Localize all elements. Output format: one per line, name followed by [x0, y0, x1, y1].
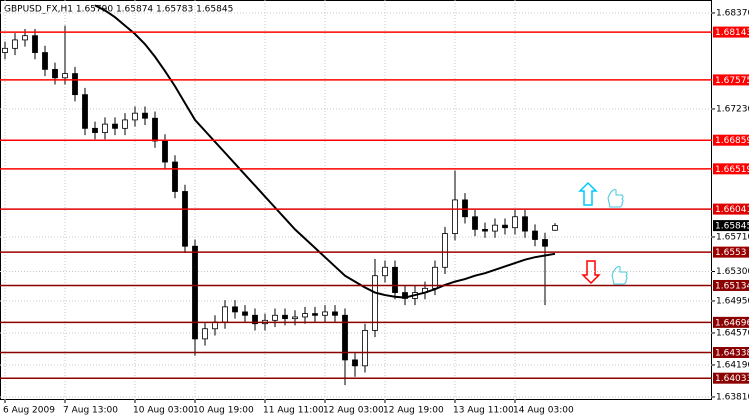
x-tick-label: 6 Aug 2009: [3, 406, 55, 416]
candle-body: [92, 127, 98, 133]
candle-body: [222, 306, 228, 323]
candle-body: [102, 123, 108, 133]
candle-body: [2, 47, 8, 53]
candle-body: [382, 266, 388, 277]
candle-body: [442, 233, 448, 268]
candle-body: [322, 311, 328, 316]
level-label: 1.6553: [715, 248, 747, 258]
level-label-box: [713, 372, 749, 384]
candle-body: [232, 306, 238, 313]
candle-body: [202, 328, 208, 340]
level-label: 1.64696: [715, 318, 749, 328]
candle-body: [482, 228, 488, 232]
x-tick-label: 7 Aug 13:00: [63, 406, 118, 416]
level-label-box: [713, 316, 749, 328]
y-tick-label: 1.64190: [716, 360, 749, 370]
y-tick-label: 1.63810: [716, 392, 749, 402]
level-label-box: [713, 347, 749, 359]
candle-body: [372, 275, 378, 331]
x-tick-label: 14 Aug 03:00: [513, 406, 574, 416]
candle-body: [142, 112, 148, 119]
y-tick-label: 1.64570: [716, 328, 749, 338]
y-tick-label: 1.65300: [716, 267, 749, 277]
candle-body: [502, 224, 508, 229]
y-tick-label: 1.68370: [716, 8, 749, 18]
candle-body: [22, 35, 28, 41]
candle-body: [72, 73, 78, 96]
x-tick-label: 11 Aug 11:00: [263, 406, 324, 416]
y-tick-label: 1.65710: [716, 232, 749, 242]
candle-body: [512, 216, 518, 229]
candle-body: [182, 191, 188, 247]
candle-body: [362, 330, 368, 367]
candle-body: [132, 112, 138, 121]
candle-body: [492, 224, 498, 232]
candle-body: [122, 119, 128, 129]
level-label-box: [713, 134, 749, 146]
level-label: 1.66519: [715, 165, 749, 175]
candle-body: [452, 199, 458, 234]
candle-body: [302, 313, 308, 318]
candle-body: [392, 266, 398, 293]
x-tick-label: 10 Aug 03:00: [133, 406, 194, 416]
candle-body: [162, 140, 168, 163]
last-price-box: [713, 220, 749, 232]
candle-body: [172, 161, 178, 192]
x-tick-label: 12 Aug 03:00: [323, 406, 384, 416]
level-label: 1.66859: [715, 136, 749, 146]
candle-body: [42, 52, 48, 70]
level-label: 1.68143: [715, 28, 749, 38]
candle-body: [532, 230, 538, 240]
level-label: 1.65134: [715, 281, 749, 291]
candle-body: [312, 313, 318, 316]
chart-title: GBPUSD_FX,H1 1.65790 1.65874 1.65783 1.6…: [4, 5, 233, 15]
candle-body: [192, 245, 198, 340]
buy-signal: [578, 181, 624, 208]
candle-body: [12, 39, 18, 49]
level-label: 1.66041: [715, 205, 749, 215]
x-tick-label: 12 Aug 19:00: [383, 406, 444, 416]
candle-body: [252, 314, 258, 325]
moving-average: [94, 4, 556, 299]
sell-signal: [581, 260, 628, 285]
candle-body: [152, 117, 158, 142]
y-tick-label: 1.64950: [716, 296, 749, 306]
candle-body: [522, 216, 528, 232]
x-tick-label: 10 Aug 19:00: [193, 406, 254, 416]
candle-body: [112, 123, 118, 129]
candle-body: [542, 239, 548, 247]
candle-body: [62, 73, 68, 79]
candle-body: [552, 225, 558, 231]
level-label-box: [713, 203, 749, 215]
level-label-box: [713, 279, 749, 291]
x-tick-label: 13 Aug 11:00: [453, 406, 514, 416]
candle-body: [272, 314, 278, 321]
candle-body: [52, 68, 58, 79]
candle-body: [282, 314, 288, 320]
plot-frame: [0, 0, 712, 400]
level-label: 1.64338: [715, 349, 749, 359]
y-tick-label: 1.67230: [716, 104, 749, 114]
level-label: 1.64033: [715, 374, 749, 384]
candle-body: [352, 359, 358, 367]
candle-body: [462, 199, 468, 218]
level-label-box: [713, 26, 749, 38]
level-label-box: [713, 74, 749, 86]
candle-body: [242, 311, 248, 316]
candle-body: [332, 311, 338, 316]
candle-body: [292, 316, 298, 320]
candle-body: [32, 35, 38, 53]
level-label: 1.67575: [715, 76, 749, 86]
candle-body: [342, 314, 348, 361]
level-label-box: [713, 163, 749, 175]
candle-body: [82, 94, 88, 129]
level-label-box: [713, 246, 749, 258]
last-price-label: 1.65845: [715, 222, 749, 232]
candle-body: [472, 216, 478, 230]
